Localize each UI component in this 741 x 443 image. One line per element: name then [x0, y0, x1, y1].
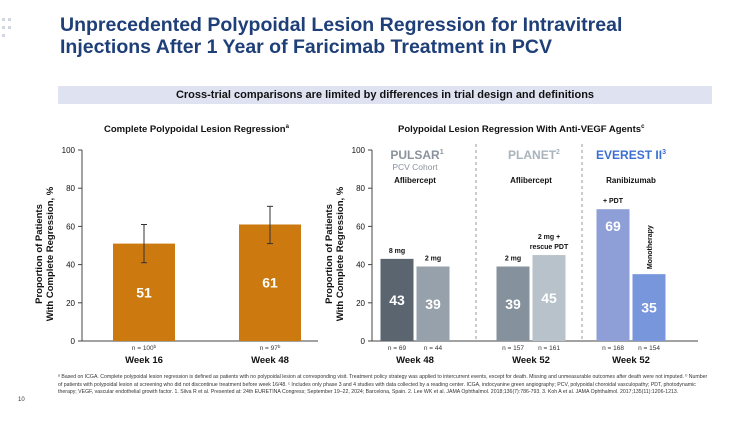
everest-bar	[632, 274, 666, 341]
planet-bar-value: 39	[505, 296, 521, 312]
left-y-tick-label: 100	[62, 146, 76, 155]
right-ylabel-2: With Complete Regression, %	[335, 186, 346, 321]
corner-decoration	[0, 14, 16, 56]
everest-bar-value: 35	[641, 300, 657, 316]
everest-dose-label: Monotherapy	[647, 225, 654, 269]
disclaimer-banner: Cross-trial comparisons are limited by d…	[58, 86, 712, 104]
page-number: 10	[18, 397, 25, 403]
left-n-label: n = 100b	[132, 344, 157, 352]
right-y-tick-label: 0	[361, 337, 366, 346]
planet-n-label: n = 157	[502, 345, 524, 352]
everest-drug: Ranibizumab	[606, 176, 656, 185]
left-ylabel-1: Proportion of Patients	[34, 204, 45, 304]
everest-name: EVEREST II3	[596, 148, 666, 162]
left-week-label: Week 48	[251, 355, 289, 366]
left-week-label: Week 16	[125, 355, 163, 366]
planet-dose-label: 2 mg	[505, 256, 521, 263]
right-ylabel-1: Proportion of Patients	[324, 204, 335, 304]
title-line-1: Unprecedented Polypoidal Lesion Regressi…	[60, 14, 623, 36]
right-y-tick-label: 100	[352, 146, 366, 155]
right-y-tick-label: 20	[356, 299, 365, 308]
planet-bar	[496, 266, 530, 341]
left-chart-title: Complete Polypoidal Lesion Regressiona	[104, 124, 289, 136]
planet-name: PLANET2	[508, 148, 560, 162]
pulsar-bar	[416, 266, 450, 341]
left-n-label: n = 97b	[260, 344, 281, 352]
planet-bar-value: 45	[541, 290, 557, 306]
slide-title: Unprecedented Polypoidal Lesion Regressi…	[60, 14, 660, 58]
banner-text: Cross-trial comparisons are limited by d…	[175, 89, 595, 101]
left-y-tick-label: 40	[66, 261, 75, 270]
planet-drug: Aflibercept	[510, 176, 552, 185]
left-y-tick-label: 80	[66, 184, 75, 193]
left-y-tick-label: 60	[66, 222, 75, 231]
left-ylabel-2: With Complete Regression, %	[45, 186, 56, 321]
everest-bar	[596, 209, 630, 341]
right-chart: Proportion of Patients With Complete Reg…	[324, 144, 698, 366]
pulsar-n-label: n = 44	[424, 345, 443, 352]
right-chart-title: Polypoidal Lesion Regression With Anti-V…	[398, 124, 645, 136]
planet-week-label: Week 52	[512, 355, 550, 366]
pulsar-bar-value: 39	[425, 296, 441, 312]
right-y-tick-label: 60	[356, 222, 365, 231]
footnote: ᵃ Based on ICGA. Complete polypoidal les…	[58, 374, 708, 396]
right-y-tick-label: 40	[356, 261, 365, 270]
right-y-tick-label: 80	[356, 184, 365, 193]
pulsar-n-label: n = 69	[388, 345, 407, 352]
planet-n-label: n = 161	[538, 345, 560, 352]
everest-week-label: Week 52	[612, 355, 650, 366]
pulsar-drug: Aflibercept	[394, 176, 436, 185]
pulsar-week-label: Week 48	[396, 355, 434, 366]
pulsar-bar-value: 43	[389, 292, 405, 308]
left-bar-value: 51	[136, 284, 152, 300]
everest-n-label: n = 168	[602, 345, 624, 352]
planet-dose-label: 2 mg +	[538, 234, 560, 241]
pulsar-dose-label: 2 mg	[425, 256, 441, 263]
title-line-2: Injections After 1 Year of Faricimab Tre…	[60, 36, 552, 58]
planet-bar	[532, 255, 566, 341]
everest-bar-value: 69	[605, 218, 621, 234]
left-chart: Proportion of Patients With Complete Reg…	[34, 146, 318, 366]
left-bar-value: 61	[262, 275, 278, 291]
pulsar-dose-label: 8 mg	[389, 248, 405, 255]
pulsar-name: PULSAR1	[390, 148, 443, 162]
left-y-tick-label: 20	[66, 299, 75, 308]
pulsar-bar	[380, 258, 414, 341]
pulsar-cohort: PCV Cohort	[392, 162, 438, 172]
everest-n-label: n = 154	[638, 345, 660, 352]
left-y-tick-label: 0	[71, 337, 76, 346]
everest-dose-label: + PDT	[603, 198, 624, 205]
planet-dose-label: rescue PDT	[530, 244, 569, 251]
